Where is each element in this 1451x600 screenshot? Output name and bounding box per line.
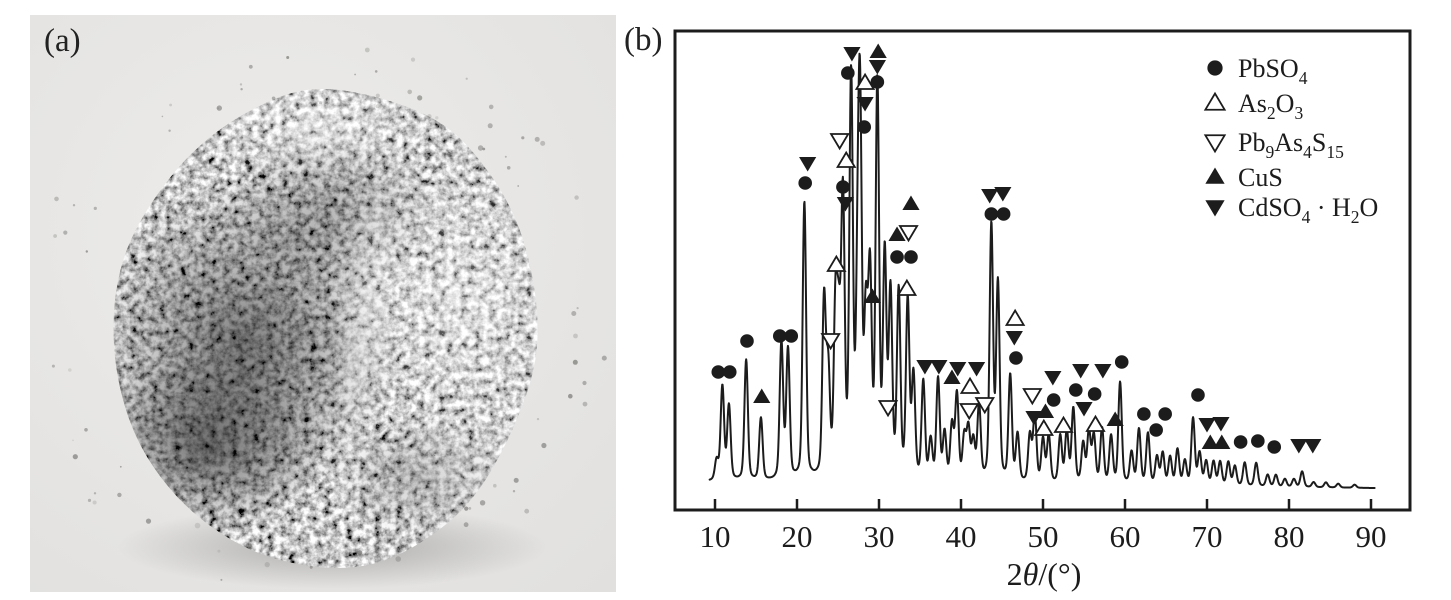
xrd-panel: 10 20 30 40 50 60 70 80 90 2θ/(°) PbSO4 As2O3 Pb9As4… bbox=[620, 0, 1451, 600]
powder-sample-photo bbox=[30, 15, 616, 592]
panel-a-label: (a) bbox=[44, 23, 81, 59]
x-tick-label: 90 bbox=[1356, 519, 1387, 554]
legend-label-Pb9As4S15: Pb9As4S15 bbox=[1238, 128, 1344, 162]
panel-b-label: (b) bbox=[624, 22, 663, 58]
x-tick-label: 70 bbox=[1192, 519, 1223, 554]
legend-label-CdSO4-H2O: CdSO4 · H2O bbox=[1238, 193, 1378, 227]
legend-label-CuS: CuS bbox=[1238, 163, 1283, 192]
legend-label-PbSO4: PbSO4 bbox=[1238, 54, 1308, 88]
x-tick-label: 10 bbox=[700, 519, 731, 554]
photo-panel bbox=[30, 15, 616, 592]
x-tick-label: 20 bbox=[782, 519, 813, 554]
phase-markers-CdSO4-H2O bbox=[799, 47, 1322, 454]
x-tick-label: 40 bbox=[946, 519, 977, 554]
phase-markers-As2O3 bbox=[826, 72, 1106, 436]
phase-markers-PbSO4 bbox=[711, 66, 1282, 454]
powder-pile bbox=[113, 88, 538, 568]
x-axis-ticks: 10 20 30 40 50 60 70 80 90 bbox=[700, 499, 1387, 554]
x-tick-label: 60 bbox=[1110, 519, 1141, 554]
dust-specks bbox=[51, 47, 607, 581]
x-tick-label: 80 bbox=[1274, 519, 1305, 554]
x-tick-label: 50 bbox=[1028, 519, 1059, 554]
phase-markers-Pb9As4S15 bbox=[820, 133, 1043, 421]
pile-shading bbox=[322, 131, 402, 559]
x-axis-label: 2θ/(°) bbox=[1007, 556, 1082, 592]
x-tick-label: 30 bbox=[864, 519, 895, 554]
legend-label-As2O3: As2O3 bbox=[1238, 89, 1303, 123]
xrd-curve bbox=[708, 52, 1376, 490]
phase-markers-CuS bbox=[753, 43, 1231, 449]
